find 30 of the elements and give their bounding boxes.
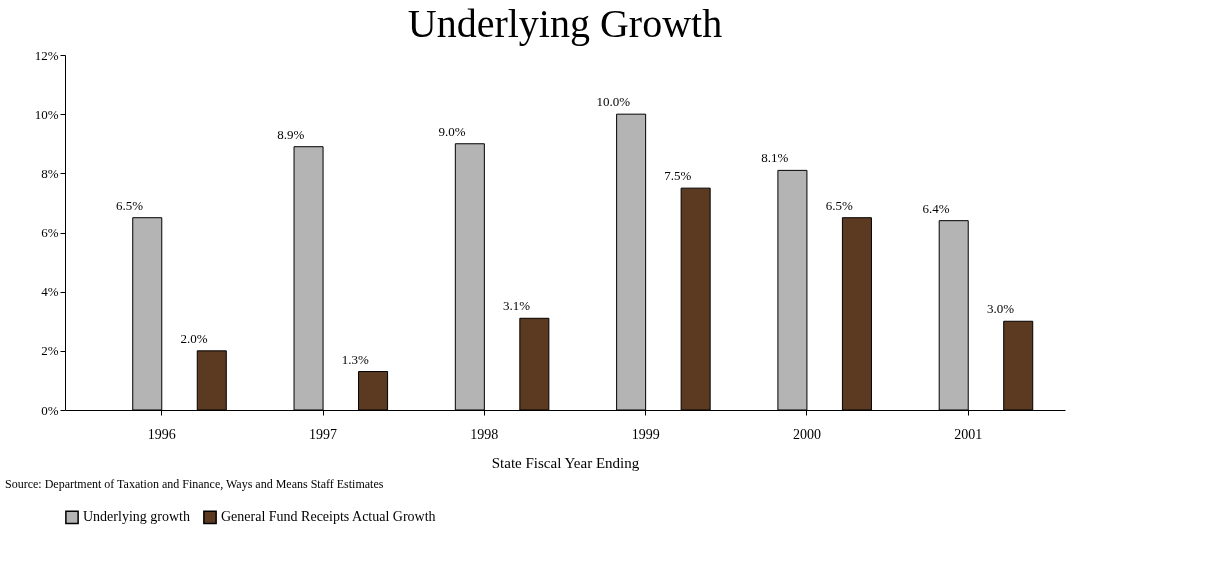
y-tick-label: 4% — [41, 284, 59, 300]
data-label: 6.5% — [115, 197, 144, 213]
data-label: 1.3% — [341, 351, 370, 367]
data-label: 9.0% — [438, 123, 466, 139]
y-tick-label: 2% — [41, 343, 59, 359]
data-label: 6.4% — [922, 200, 950, 216]
data-label: 8.1% — [761, 150, 789, 166]
y-tick-label: 0% — [41, 402, 59, 418]
data-label: 10.0% — [596, 94, 631, 110]
x-tick-label: 1999 — [631, 426, 660, 442]
y-tick-label: 8% — [41, 165, 59, 181]
chart-title: Underlying Growth — [407, 1, 723, 46]
data-label: 6.5% — [825, 197, 853, 213]
x-tick-label: 1997 — [309, 426, 338, 442]
x-tick-label: 2000 — [792, 426, 821, 442]
y-tick-label: 12% — [34, 47, 59, 63]
legend-label: Underlying growth — [83, 509, 190, 525]
data-label: 7.5% — [664, 168, 692, 184]
data-label: 3.0% — [986, 301, 1015, 317]
x-axis-title: State Fiscal Year Ending — [491, 454, 640, 471]
data-label: 2.0% — [180, 330, 208, 346]
y-tick-label: 6% — [41, 225, 59, 240]
x-tick-label: 1998 — [470, 426, 499, 442]
source-note: Source: Department of Taxation and Finance, Ways and Means Staff Estimates — [5, 477, 384, 491]
x-tick-label: 2001 — [954, 426, 983, 442]
data-label: 8.9% — [277, 126, 305, 142]
legend-label: General Fund Receipts Actual Growth — [221, 509, 436, 525]
data-label: 3.1% — [503, 298, 531, 314]
x-tick-label: 1996 — [147, 426, 176, 442]
y-tick-label: 10% — [34, 106, 59, 122]
